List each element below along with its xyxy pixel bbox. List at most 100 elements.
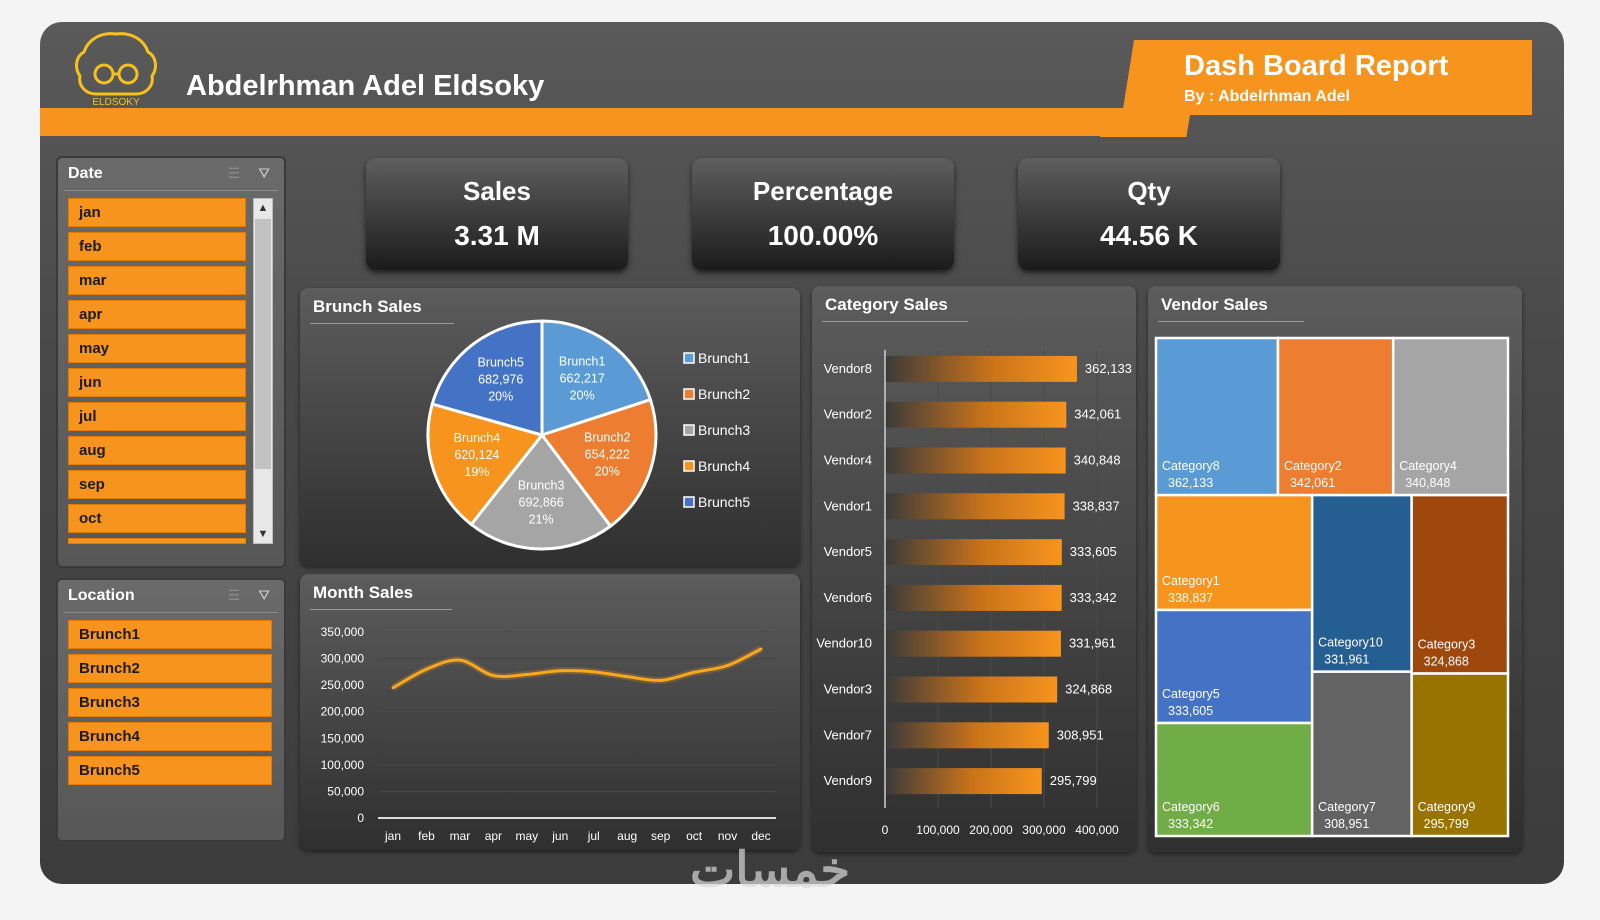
- bar-chart: 0 100,000 200,000 300,000 400,000 Vendor8 362,…: [816, 350, 1132, 837]
- x-tick-label-jul: jul: [587, 829, 600, 843]
- scroll-thumb[interactable]: [255, 219, 271, 469]
- date-item-aug[interactable]: aug: [68, 436, 246, 465]
- line-point-dec: [759, 647, 763, 651]
- date-item-sep[interactable]: sep: [68, 470, 246, 499]
- date-item-jun[interactable]: jun: [68, 368, 246, 397]
- legend-label-brunch1[interactable]: Brunch1: [698, 350, 750, 366]
- x-tick-label-dec: dec: [751, 829, 770, 843]
- treemap-value: 324,868: [1424, 655, 1469, 669]
- treemap-label: Category6: [1162, 800, 1220, 814]
- x-tick-label-apr: apr: [485, 829, 502, 843]
- treemap-cell-category2[interactable]: [1276, 336, 1395, 497]
- bar-value-label: 333,342: [1070, 590, 1117, 605]
- treemap-value: 308,951: [1324, 817, 1369, 831]
- bar-vendor3[interactable]: [885, 676, 1058, 703]
- date-slicer: Date ☰ ⛛ jan feb mar apr may jun jul aug sep oct ▲…: [56, 156, 286, 568]
- date-item-oct[interactable]: oct: [68, 504, 246, 533]
- location-slicer-title: Location: [68, 587, 135, 604]
- treemap-label: Category5: [1162, 687, 1220, 701]
- date-item-feb[interactable]: feb: [68, 232, 246, 261]
- vendor-sales-panel: Vendor Sales Category8 362,133 Category2 34…: [1148, 286, 1522, 852]
- bar-value-label: 338,837: [1073, 498, 1120, 513]
- line-point-nov: [726, 663, 730, 667]
- bar-vendor5[interactable]: [885, 539, 1062, 566]
- kpi-value: 44.56 K: [1099, 220, 1199, 251]
- kpi-label: Sales: [463, 176, 531, 206]
- bar-vendor4[interactable]: [885, 447, 1066, 474]
- treemap-value: 340,848: [1405, 476, 1450, 490]
- legend-label-brunch3[interactable]: Brunch3: [698, 422, 750, 438]
- legend-label-brunch4[interactable]: Brunch4: [698, 458, 750, 474]
- bar-vendor6[interactable]: [885, 584, 1062, 611]
- bar-value-label: 295,799: [1050, 773, 1097, 788]
- bar-vendor9[interactable]: [885, 768, 1042, 795]
- x-tick-label-sep: sep: [651, 829, 671, 843]
- bar-value-label: 342,061: [1074, 407, 1121, 422]
- bar-vendor10[interactable]: [885, 630, 1061, 657]
- date-slicer-scrollbar[interactable]: ▲ ▼: [253, 198, 273, 544]
- treemap-cell-category7[interactable]: [1310, 670, 1413, 838]
- date-item-partial[interactable]: [68, 538, 246, 544]
- treemap-cell-category6[interactable]: [1154, 721, 1314, 838]
- pie-label: 19%: [464, 465, 489, 479]
- logo-icon: ELDSOKY: [75, 32, 157, 108]
- location-item-brunch4[interactable]: Brunch4: [68, 722, 272, 751]
- x-tick-label-mar: mar: [450, 829, 471, 843]
- pie-slice-brunch3[interactable]: [469, 432, 613, 551]
- pie-slice-brunch1[interactable]: [540, 319, 653, 438]
- pie-slice-brunch2[interactable]: [539, 397, 658, 529]
- pie-label: 662,217: [560, 372, 605, 386]
- treemap-cell-category9[interactable]: [1410, 672, 1510, 838]
- bar-value-label: 340,848: [1074, 453, 1121, 468]
- month-sales-line[interactable]: [392, 647, 762, 690]
- pie-label: Brunch3: [518, 478, 565, 492]
- bar-value-label: 333,605: [1070, 544, 1117, 559]
- treemap-cell-category3[interactable]: [1410, 493, 1510, 675]
- treemap-cell-category1[interactable]: [1154, 493, 1314, 612]
- scroll-up-icon[interactable]: ▲: [257, 202, 269, 214]
- x-tick-label-feb: feb: [418, 829, 435, 843]
- location-item-brunch3[interactable]: Brunch3: [68, 688, 272, 717]
- line-point-aug: [625, 675, 629, 679]
- legend-label-brunch5[interactable]: Brunch5: [698, 494, 750, 510]
- clear-filter-icon[interactable]: ⛛: [258, 587, 270, 603]
- date-item-may[interactable]: may: [68, 334, 246, 363]
- date-item-jan[interactable]: jan: [68, 198, 246, 227]
- location-item-brunch1[interactable]: Brunch1: [68, 620, 272, 649]
- scroll-down-icon[interactable]: ▼: [257, 528, 269, 540]
- date-item-jul[interactable]: jul: [68, 402, 246, 431]
- line-chart: 0 50,000 100,000 150,000 200,000 250,000 300,0…: [321, 625, 776, 843]
- bar-value-label: 308,951: [1057, 727, 1104, 742]
- title-box: [1122, 40, 1532, 115]
- legend-label-brunch2[interactable]: Brunch2: [698, 386, 750, 402]
- pie-label: 20%: [488, 389, 513, 403]
- bar-vendor7[interactable]: [885, 722, 1049, 749]
- pie-label: 21%: [529, 512, 554, 526]
- pie-slice-brunch5[interactable]: [430, 319, 544, 437]
- category-sales-title: Category Sales: [825, 295, 948, 314]
- treemap-label: Category3: [1418, 638, 1476, 652]
- treemap-value: 342,061: [1290, 476, 1335, 490]
- line-glow: [391, 645, 763, 691]
- bar-value-label: 362,133: [1085, 361, 1132, 376]
- bar-vendor8[interactable]: [885, 355, 1077, 382]
- multi-select-icon[interactable]: ☰: [227, 587, 241, 603]
- location-item-brunch2[interactable]: Brunch2: [68, 654, 272, 683]
- multi-select-icon[interactable]: ☰: [227, 165, 241, 181]
- logo-text: ELDSOKY: [92, 97, 140, 108]
- x-tick-label-jan: jan: [384, 829, 401, 843]
- bar-vendor1[interactable]: [885, 493, 1065, 520]
- date-item-apr[interactable]: apr: [68, 300, 246, 329]
- location-item-brunch5[interactable]: Brunch5: [68, 756, 272, 785]
- legend-swatch-brunch2: [683, 388, 695, 400]
- clear-filter-icon[interactable]: ⛛: [258, 165, 270, 181]
- month-sales-title: Month Sales: [313, 583, 414, 602]
- treemap-label: Category9: [1418, 800, 1476, 814]
- pie-label: Brunch5: [477, 355, 524, 369]
- bar-category-label-vendor7: Vendor7: [824, 727, 872, 742]
- x-tick-label: 300,000: [1022, 823, 1066, 837]
- treemap-cell-category5[interactable]: [1154, 608, 1314, 725]
- bar-vendor2[interactable]: [885, 401, 1067, 428]
- date-item-mar[interactable]: mar: [68, 266, 246, 295]
- pie-slice-brunch4[interactable]: [426, 402, 545, 527]
